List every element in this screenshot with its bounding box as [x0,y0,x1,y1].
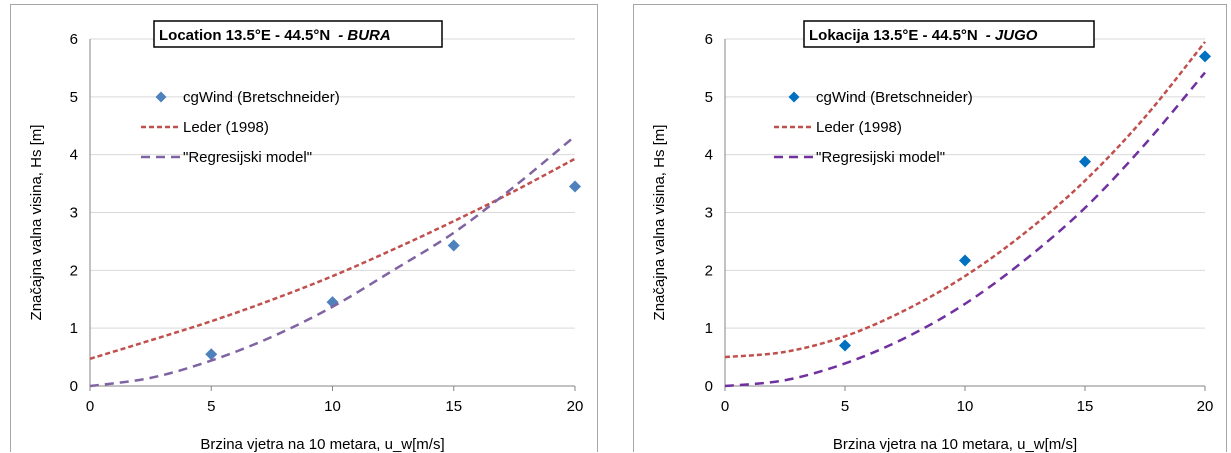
legend-label: "Regresijski model" [183,149,312,166]
y-tick-label: 2 [70,262,78,279]
y-tick-label: 1 [70,320,78,337]
x-tick-label: 5 [207,398,215,415]
chart-title: Lokacija 13.5°E - 44.5°N - JUGO [809,27,1038,44]
series-line-regresijski-model [89,135,576,388]
data-point-cgwind [205,348,218,361]
y-tick-label: 1 [705,320,713,337]
chart-panel-jugo: 0 1 2 3 4 5 6 0 5 10 15 20 Brzina vjetra na 10 metar… [633,4,1227,453]
legend-label: Leder (1998) [183,119,269,136]
chart-title-wind-type: - JUGO [986,27,1038,44]
y-tick-label: 6 [70,31,78,48]
x-tick-label: 0 [721,398,729,415]
y-tick-label: 3 [705,205,713,222]
chart-title-main: Lokacija 13.5°E - 44.5°N [809,27,978,44]
y-tick-label: 3 [70,205,78,222]
data-point-cgwind [839,339,851,352]
x-axis-title: Brzina vjetra na 10 metara, u_w[m/s] [833,436,1077,453]
x-tick-label: 0 [86,398,94,415]
series-line-regresijski-model [724,71,1206,388]
legend-label: cgWind (Bretschneider) [816,89,973,106]
y-tick-label: 2 [705,262,713,279]
x-tick-label: 15 [1077,398,1094,415]
data-point-cgwind [447,239,460,252]
y-tick-label: 0 [705,378,713,395]
y-tick-label: 4 [705,147,713,164]
series-line-leder [724,41,1206,359]
y-axis-title: Značajna valna visina, Hs [m] [651,125,668,321]
x-tick-label: 10 [957,398,974,415]
legend-marker-cgwind [788,91,800,103]
y-axis-title: Značajna valna visina, Hs [m] [28,125,45,321]
x-axis-title: Brzina vjetra na 10 metara, u_w[m/s] [200,436,444,453]
legend: cgWind (Bretschneider) Leder (1998) "Regre… [774,89,973,166]
chart-title-main: Location 13.5°E - 44.5°N [159,27,330,44]
data-point-cgwind [959,254,971,267]
data-point-cgwind [569,180,581,193]
y-tick-label: 5 [70,89,78,106]
x-tick-label: 20 [1197,398,1214,415]
chart-title-wind-type: - BURA [338,27,391,44]
legend: cgWind (Bretschneider) Leder (1998) "Regre… [141,89,340,166]
x-tick-label: 10 [324,398,341,415]
chart-title: Location 13.5°E - 44.5°N - BURA [159,27,391,44]
chart-bura: 0 1 2 3 4 5 6 0 5 10 15 20 Brzina vjetra na 10 metar… [28,20,584,453]
chart-jugo: 0 1 2 3 4 5 6 0 5 10 15 20 Brzina vjetra na 10 metar… [651,20,1214,453]
y-tick-label: 0 [70,378,78,395]
chart-title-box [803,20,1095,48]
legend-label: Leder (1998) [816,119,902,136]
data-point-cgwind [1079,155,1091,168]
data-point-cgwind [1199,50,1211,63]
legend-label: cgWind (Bretschneider) [183,89,340,106]
x-tick-label: 15 [445,398,462,415]
x-tick-label: 20 [567,398,584,415]
legend-label: "Regresijski model" [816,149,945,166]
y-tick-label: 4 [70,147,78,164]
y-tick-label: 6 [705,31,713,48]
x-tick-label: 5 [841,398,849,415]
legend-marker-cgwind [155,91,167,103]
chart-panel-bura: 0 1 2 3 4 5 6 0 5 10 15 20 Brzina vjetra na 10 metar… [10,4,598,453]
y-tick-label: 5 [705,89,713,106]
chart-title-box [153,20,443,48]
series-line-leder [89,157,576,361]
